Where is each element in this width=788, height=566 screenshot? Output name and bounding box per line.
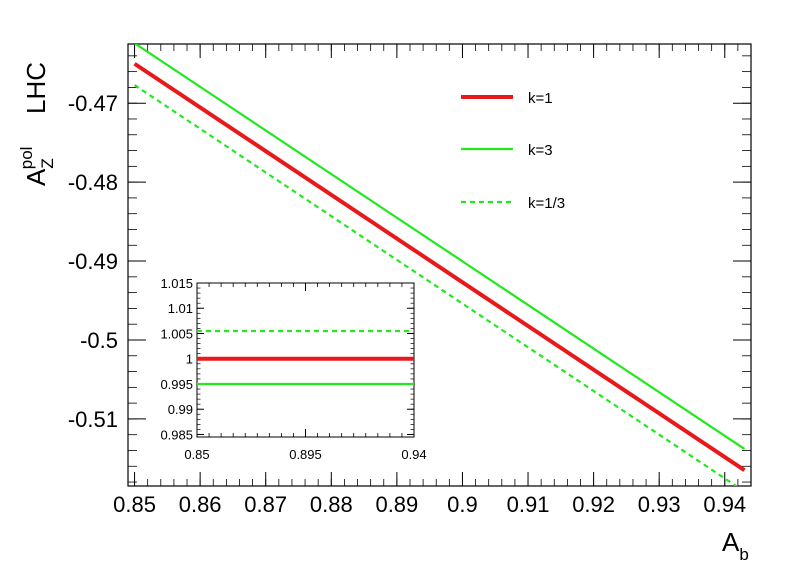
series-line-1 <box>133 62 746 472</box>
x-tick-label: 0.93 <box>638 492 681 517</box>
y-tick-label: -0.51 <box>68 407 118 432</box>
y-axis-title-base: A <box>21 168 51 186</box>
y-axis-title-sub: Z <box>38 158 57 168</box>
y-axis-title-sup: pol <box>17 147 36 170</box>
main-frame <box>127 43 752 487</box>
x-tick-label: 0.85 <box>113 492 156 517</box>
tag-label: LHC <box>21 62 51 114</box>
x-axis-title: Ab <box>722 527 749 564</box>
y-tick-label: -0.48 <box>68 170 118 195</box>
x-tick-label: 0.86 <box>179 492 222 517</box>
inset-y-tick-label: 1 <box>186 352 193 367</box>
inset-y-tick-label: 0.99 <box>168 402 193 417</box>
y-tick-label: -0.47 <box>68 91 118 116</box>
inset-x-tick-label: 0.94 <box>401 447 426 462</box>
x-tick-label: 0.88 <box>310 492 353 517</box>
inset-y-tick-label: 1.015 <box>160 276 193 291</box>
x-tick-label: 0.94 <box>703 492 746 517</box>
inset-y-tick-label: 0.985 <box>160 427 193 442</box>
x-tick-label: 0.87 <box>244 492 287 517</box>
y-axis-title: AZpol <box>17 147 57 186</box>
inset-x-tick-label: 0.85 <box>184 447 209 462</box>
inset-y-tick-label: 1.01 <box>168 301 193 316</box>
x-tick-label: 0.91 <box>507 492 550 517</box>
y-tick-label: -0.49 <box>68 249 118 274</box>
legend-label: k=1 <box>528 90 553 107</box>
x-axis-title-sub: b <box>739 545 748 564</box>
tag-label-group: LHC <box>21 62 51 114</box>
main-plot: 0.85 0.86 0.87 0.88 0.89 0.9 0.91 0.92 0.93 0.94 -… <box>68 43 752 517</box>
series-line-2 <box>133 44 746 450</box>
legend-label: k=3 <box>528 142 553 159</box>
x-tick-label: 0.89 <box>375 492 418 517</box>
inset-x-tick-label: 0.895 <box>289 447 322 462</box>
inset-plot: 0.85 0.895 0.94 0.985 0.99 0.995 1 1.005 1.01 1.0… <box>160 276 426 462</box>
y-axis-title-text: AZpol <box>17 147 57 186</box>
x-axis-title-base: A <box>722 527 740 557</box>
legend: k=1 k=3 k=1/3 <box>461 90 565 212</box>
inset-y-tick-label: 1.005 <box>160 326 193 341</box>
inset-y-tick-label: 0.995 <box>160 377 193 392</box>
y-tick-label: -0.5 <box>80 328 118 353</box>
x-tick-label: 0.9 <box>447 492 478 517</box>
main-series-group <box>133 44 746 486</box>
legend-label: k=1/3 <box>528 195 565 212</box>
x-tick-label: 0.92 <box>572 492 615 517</box>
